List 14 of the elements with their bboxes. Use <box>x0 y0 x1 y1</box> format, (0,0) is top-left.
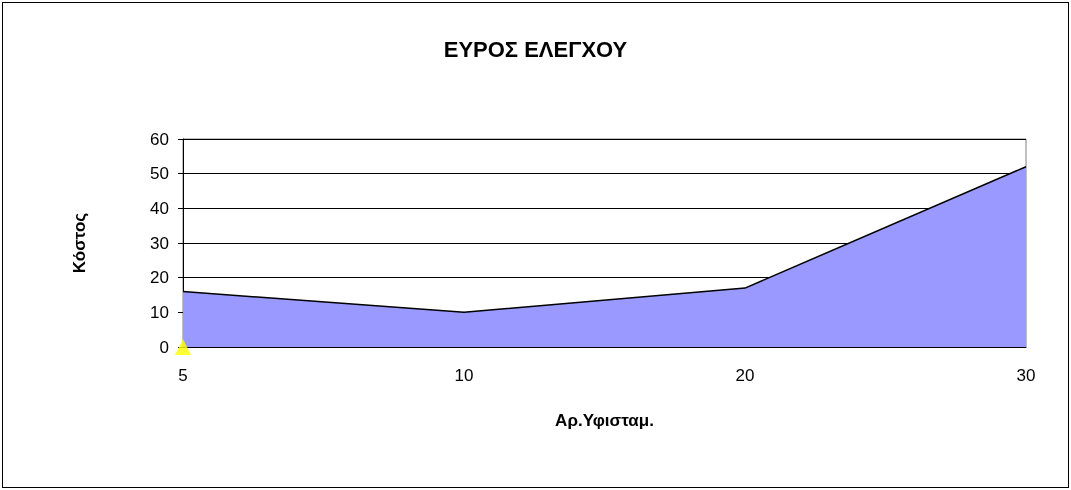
x-tick-label: 5 <box>178 366 188 385</box>
y-tick-label: 0 <box>159 337 169 357</box>
x-tick-label: 20 <box>735 366 755 385</box>
y-tick-label: 50 <box>150 164 169 184</box>
chart-title: ΕΥΡΟΣ ΕΛΕΓΧΟΥ <box>443 36 628 62</box>
y-tick-label: 20 <box>150 268 169 288</box>
y-tick-label: 40 <box>150 198 169 218</box>
x-tick-label: 10 <box>454 366 474 385</box>
y-tick-label: 10 <box>150 302 169 322</box>
x-axis-title: Αρ.Υφισταμ. <box>555 411 654 430</box>
y-tick-label: 60 <box>150 129 169 149</box>
x-tick-label: 30 <box>1016 366 1036 385</box>
y-tick-label: 30 <box>150 233 169 253</box>
y-axis-title: Κόστος <box>70 212 89 274</box>
